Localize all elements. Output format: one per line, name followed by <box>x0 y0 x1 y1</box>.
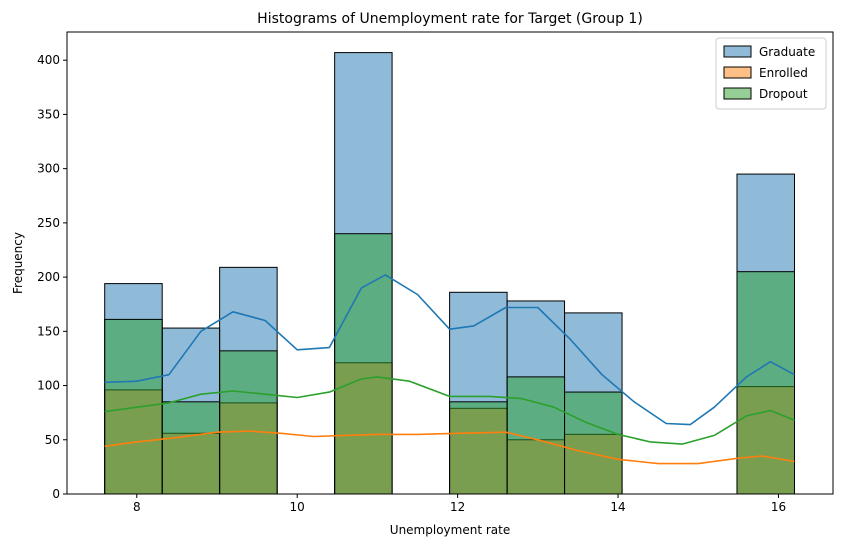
legend-label-dropout: Dropout <box>759 87 808 101</box>
legend-swatch-dropout <box>723 87 752 100</box>
bar-dropout <box>449 401 508 495</box>
bar-dropout <box>334 233 393 495</box>
x-tick-label: 12 <box>450 500 465 514</box>
bar-dropout <box>564 391 623 495</box>
y-tick-label: 250 <box>37 216 60 230</box>
bar-dropout <box>219 350 278 495</box>
y-tick-label: 200 <box>37 270 60 284</box>
legend-label-graduate: Graduate <box>759 45 815 59</box>
legend: Graduate Enrolled Dropout <box>715 37 827 110</box>
y-tick-label: 300 <box>37 162 60 176</box>
y-tick-label: 350 <box>37 107 60 121</box>
y-tick-label: 50 <box>45 433 60 447</box>
plot-frame <box>66 31 834 495</box>
bar-dropout <box>104 318 163 495</box>
chart-title: Histograms of Unemployment rate for Targ… <box>257 11 643 27</box>
kde-line-enrolled <box>104 430 795 465</box>
x-tick-label: 8 <box>133 500 141 514</box>
y-axis-label: Frequency <box>11 232 25 294</box>
y-tick-label: 150 <box>37 324 60 338</box>
x-tick-label: 16 <box>771 500 786 514</box>
bar-dropout <box>161 401 221 495</box>
y-tick-label: 0 <box>52 487 60 501</box>
kde-line-dropout <box>104 376 795 445</box>
legend-swatch-enrolled <box>723 66 752 79</box>
y-tick-label: 400 <box>37 53 60 67</box>
plot-area: 8 10 12 14 16 0 50 100 150 200 250 300 350 400 <box>37 31 834 514</box>
x-tick-label: 10 <box>290 500 305 514</box>
legend-label-enrolled: Enrolled <box>759 66 808 80</box>
x-tick-label: 14 <box>610 500 625 514</box>
bar-dropout <box>506 376 566 495</box>
legend-swatch-graduate <box>723 45 752 58</box>
kde-line-graduate <box>104 274 795 426</box>
y-tick-label: 100 <box>37 379 60 393</box>
x-axis-label: Unemployment rate <box>390 523 510 537</box>
